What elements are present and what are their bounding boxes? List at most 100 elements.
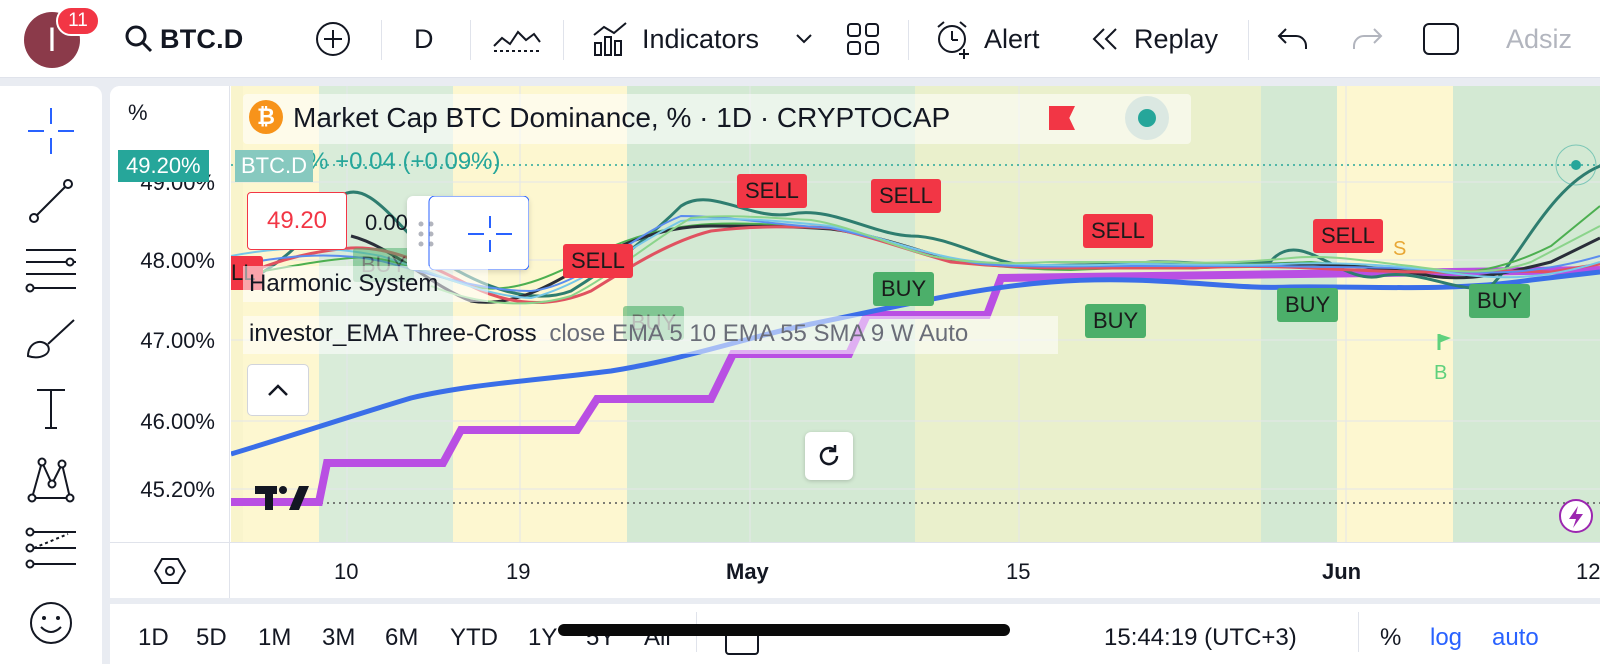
sell-signal-tag: SELL — [1313, 219, 1383, 253]
last-price-pulse — [1555, 144, 1597, 186]
chart-panel: % 49.00% 48.00% 47.00% 46.00% 45.20% 49.… — [110, 86, 1600, 664]
time-axis[interactable]: 10 19 May 15 Jun 12 — [110, 542, 1600, 599]
indicator-params: close EMA 5 10 EMA 55 SMA 9 W Auto — [549, 320, 969, 347]
indicator-row-bg — [243, 266, 488, 302]
time-tick: 19 — [506, 559, 531, 584]
auto-scale-toggle[interactable]: auto — [1492, 624, 1539, 651]
projection-icon — [25, 527, 76, 569]
range-3m[interactable]: 3M — [322, 624, 356, 651]
fullscreen-button[interactable] — [1422, 0, 1460, 78]
last-price-dot — [1571, 160, 1581, 170]
chart-settings-button[interactable] — [110, 543, 230, 599]
undo-icon — [1277, 28, 1307, 49]
compare-button[interactable] — [314, 0, 352, 78]
time-tick: 10 — [334, 559, 359, 584]
indicators-dropdown[interactable] — [794, 0, 814, 78]
crosshair-tool[interactable] — [20, 100, 82, 162]
collapse-legend-button[interactable] — [247, 364, 309, 416]
alarm-clock-icon — [937, 21, 969, 59]
buy-signal-tag: BUY — [1085, 304, 1147, 338]
notification-badge[interactable]: 11 — [56, 6, 100, 36]
pattern-tool[interactable] — [20, 448, 82, 510]
symbol-label: BTC.D — [160, 23, 244, 54]
tradingview-logo — [255, 486, 309, 510]
account-label: Adsiz — [1506, 23, 1573, 54]
log-scale-toggle[interactable]: log — [1430, 624, 1463, 651]
projection-tool[interactable] — [20, 518, 82, 580]
range-5d[interactable]: 5D — [196, 624, 227, 651]
smiley-icon — [30, 602, 72, 644]
buy-signal-tag: BUY — [873, 272, 935, 306]
rewind-icon — [1092, 28, 1117, 50]
indicators-button[interactable]: Indicators — [592, 0, 759, 78]
price-tick: 45.20% — [140, 477, 215, 502]
buy-signal-tag: BUY — [1469, 284, 1531, 318]
search-icon — [125, 25, 153, 53]
chart-type-button[interactable] — [492, 0, 542, 78]
fib-tool[interactable] — [20, 238, 82, 300]
alert-button[interactable]: Alert — [934, 0, 1040, 78]
range-1y[interactable]: 1Y — [528, 624, 558, 651]
grid-icon — [847, 23, 879, 55]
replay-button[interactable]: Replay — [1088, 0, 1218, 78]
indicator-row-bg — [243, 316, 1058, 354]
alert-label: Alert — [984, 23, 1040, 54]
reset-chart-button[interactable] — [805, 432, 853, 480]
divider — [1248, 20, 1249, 60]
account-name[interactable]: Adsiz — [1506, 0, 1572, 78]
horizontal-lines-icon — [25, 249, 76, 293]
time-tick: 12 — [1576, 559, 1600, 584]
range-1m[interactable]: 1M — [258, 624, 292, 651]
indicators-label: Indicators — [642, 23, 760, 54]
interval-button[interactable]: D — [414, 0, 434, 78]
chart-plot-area[interactable]: LL SELL SELL SELL SELL SELL BUY BUY BUY … — [231, 86, 1600, 542]
layout-button[interactable] — [846, 0, 880, 78]
chevron-up-icon — [268, 384, 288, 396]
crosshair-icon — [28, 108, 74, 154]
trend-line-tool[interactable] — [20, 170, 82, 232]
symbol-search[interactable]: BTC.D — [124, 0, 244, 78]
icons-tool[interactable] — [20, 592, 82, 654]
price-axis[interactable]: % 49.00% 48.00% 47.00% 46.00% 45.20% 49.… — [110, 86, 230, 542]
brush-icon — [26, 319, 75, 359]
undo-button[interactable] — [1276, 0, 1310, 78]
indicator-harmonic-system[interactable]: Harmonic System — [249, 270, 439, 297]
text-tool[interactable] — [20, 378, 82, 440]
refresh-icon — [819, 445, 839, 466]
indicator-name: investor_EMA Three-Cross — [249, 320, 537, 347]
clock-timezone[interactable]: 15:44:19 (UTC+3) — [1104, 624, 1297, 651]
percent-scale-toggle[interactable]: % — [1380, 624, 1402, 651]
indicator-ema-three-cross[interactable]: investor_EMA Three-Cross close EMA 5 10 … — [249, 320, 968, 348]
indicators-icon — [593, 22, 627, 56]
time-tick: Jun — [1322, 559, 1362, 584]
brush-tool[interactable] — [20, 308, 82, 370]
legend-title[interactable]: Market Cap BTC Dominance, % · 1D · CRYPT… — [293, 102, 951, 133]
legend-background — [243, 94, 1191, 144]
sell-signal-tag: SELL — [871, 179, 941, 213]
lightning-bolt — [1569, 506, 1583, 528]
time-tick: May — [726, 559, 769, 584]
drag-handle-icon — [418, 195, 530, 271]
square-icon — [1423, 23, 1459, 55]
range-6m[interactable]: 6M — [385, 624, 419, 651]
range-1d[interactable]: 1D — [138, 624, 169, 651]
sell-button[interactable]: 49.20 — [247, 192, 347, 250]
divider — [908, 20, 909, 60]
text-icon — [37, 389, 65, 429]
sell-signal-tag: SELL — [737, 174, 807, 208]
band-yellow — [231, 86, 243, 542]
redo-button[interactable] — [1350, 0, 1384, 78]
drawing-toolbar — [0, 86, 102, 664]
band-yellow — [1337, 86, 1453, 542]
chevron-down-icon — [796, 34, 812, 44]
price-tick: 48.00% — [140, 248, 215, 273]
bitcoin-icon: ₿ — [249, 100, 283, 134]
band-yellow — [453, 86, 627, 542]
floating-crosshair-widget[interactable] — [407, 195, 530, 271]
current-price-label: 49.20% — [118, 150, 209, 182]
chart-type-icon — [493, 30, 541, 52]
pattern-icon — [27, 457, 75, 503]
range-ytd[interactable]: YTD — [450, 624, 498, 651]
step-line-series — [231, 266, 1600, 506]
time-tick: 15 — [1006, 559, 1031, 584]
